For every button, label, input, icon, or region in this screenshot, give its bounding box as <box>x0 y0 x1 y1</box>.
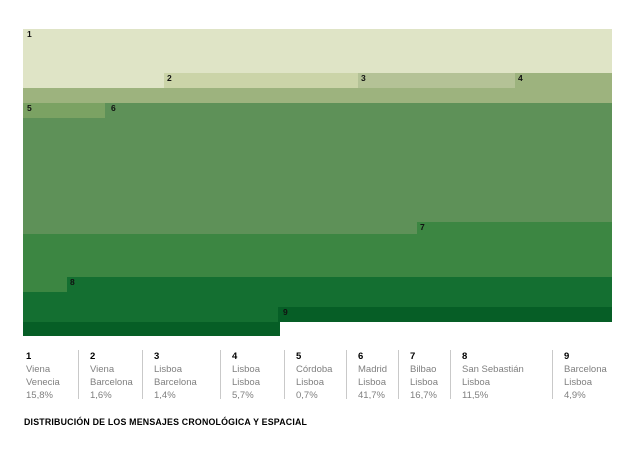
legend-city-from-3: Lisboa <box>154 364 182 375</box>
legend-city-from-1: Viena <box>26 364 51 375</box>
legend-entry-5: 5 Córdoba Lisboa 0,7% <box>284 350 346 399</box>
legend-percent-2: 1,6% <box>90 390 112 399</box>
legend-entry-1: 1 Viena Venecia 15,8% <box>24 350 78 399</box>
chart-segment-number-5: 5 <box>27 103 32 113</box>
chart-area: 1 2 3 4 5 6 7 8 9 <box>23 29 612 336</box>
legend-percent-5: 0,7% <box>296 390 318 399</box>
legend-city-from-9: Barcelona <box>564 364 607 375</box>
legend-city-to-7: Lisboa <box>410 377 438 388</box>
legend-entry-7: 7 Bilbao Lisboa 16,7% <box>398 350 450 399</box>
legend-city-from-6: Madrid <box>358 364 388 375</box>
legend-city-from-7: Bilbao <box>410 364 437 375</box>
legend-number-8: 8 <box>462 351 468 362</box>
legend-number-2: 2 <box>90 351 96 362</box>
legend-entry-2: 2 Viena Barcelona 1,6% <box>78 350 142 399</box>
legend-city-from-4: Lisboa <box>232 364 260 375</box>
legend-city-from-2: Viena <box>90 364 115 375</box>
legend-percent-9: 4,9% <box>564 390 586 399</box>
legend-number-1: 1 <box>26 351 32 362</box>
legend-entry-9: 9 Barcelona Lisboa 4,9% <box>552 350 612 399</box>
legend-city-from-8: San Sebastián <box>462 364 524 375</box>
legend-city-to-3: Barcelona <box>154 377 197 388</box>
chart-block-segment-4 <box>23 88 612 103</box>
legend-city-to-8: Lisboa <box>462 377 490 388</box>
legend-city-to-1: Venecia <box>26 377 60 388</box>
chart-block-segment-5 <box>23 103 105 118</box>
legend-city-to-4: Lisboa <box>232 377 260 388</box>
chart-segment-number-4: 4 <box>518 73 523 83</box>
legend-city-from-5: Córdoba <box>296 364 333 375</box>
chart-segment-number-6: 6 <box>111 103 116 113</box>
legend: 1 Viena Venecia 15,8% 2 Viena Barcelona 1,6% 3 Li… <box>24 350 612 399</box>
chart-block-segment-4 <box>515 73 612 88</box>
legend-number-4: 4 <box>232 351 238 362</box>
legend-entry-6: 6 Madrid Lisboa 41,7% <box>346 350 398 399</box>
legend-percent-4: 5,7% <box>232 390 254 399</box>
legend-city-to-6: Lisboa <box>358 377 386 388</box>
chart-segment-number-2: 2 <box>167 73 172 83</box>
legend-number-9: 9 <box>564 351 570 362</box>
chart-block-segment-7 <box>417 222 612 234</box>
chart-block-segment-8 <box>23 292 67 322</box>
legend-entry-4: 4 Lisboa Lisboa 5,7% <box>220 350 284 399</box>
chart-block-segment-9 <box>23 322 280 336</box>
figure-caption: DISTRIBUCIÓN DE LOS MENSAJES CRONOLÓGICA… <box>24 417 308 427</box>
legend-entry-3: 3 Lisboa Barcelona 1,4% <box>142 350 220 399</box>
legend-percent-3: 1,4% <box>154 390 176 399</box>
legend-city-to-5: Lisboa <box>296 377 324 388</box>
chart-segment-number-9: 9 <box>283 307 288 317</box>
chart-segment-number-7: 7 <box>420 222 425 232</box>
legend-number-7: 7 <box>410 351 416 362</box>
legend-percent-7: 16,7% <box>410 390 437 399</box>
legend-city-to-9: Lisboa <box>564 377 592 388</box>
legend-number-3: 3 <box>154 351 160 362</box>
legend-number-5: 5 <box>296 351 302 362</box>
chart-segment-number-1: 1 <box>27 29 32 39</box>
legend-number-6: 6 <box>358 351 364 362</box>
legend-percent-6: 41,7% <box>358 390 385 399</box>
chart-segment-number-8: 8 <box>70 277 75 287</box>
chart-block-segment-6 <box>23 103 612 234</box>
chart-block-segment-9 <box>278 307 612 322</box>
chart-segment-number-3: 3 <box>361 73 366 83</box>
legend-city-to-2: Barcelona <box>90 377 133 388</box>
legend-percent-1: 15,8% <box>26 390 53 399</box>
legend-entry-8: 8 San Sebastián Lisboa 11,5% <box>450 350 552 399</box>
legend-percent-8: 11,5% <box>462 390 489 399</box>
